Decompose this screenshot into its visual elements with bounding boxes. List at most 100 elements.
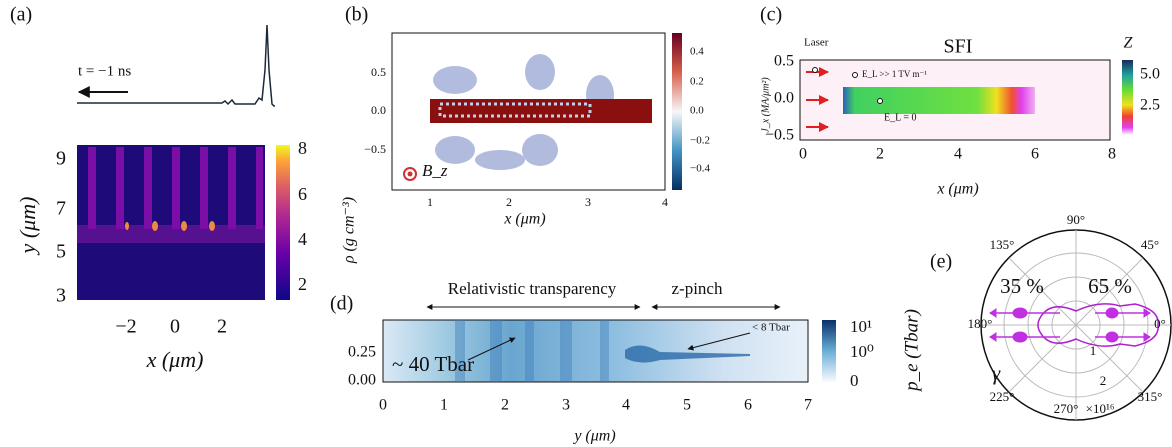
colorbar-tick-label: 5.0 [1140, 66, 1160, 83]
annotation-markers [812, 67, 883, 104]
species-label: γ [992, 361, 1001, 385]
radial-tick-label: 2 [1100, 373, 1107, 388]
x-tick-label: 0 [170, 316, 180, 338]
colorbar-label: ρ (g cm⁻³) [341, 197, 358, 264]
colorbar-tick-label: 0.2 [690, 76, 704, 88]
annotation: Laser [804, 37, 829, 49]
angle-label: 0° [1154, 316, 1166, 331]
colorbar [672, 33, 682, 190]
panel-label: (c) [760, 4, 782, 26]
x-tick-label: 0 [379, 397, 387, 414]
y-tick-label: 0.25 [348, 344, 376, 361]
angle-label: 180° [968, 316, 993, 331]
x-tick-label: 2 [506, 195, 512, 209]
annotation: E_L >> 1 TV m⁻¹ [862, 69, 927, 79]
colorbar-tick-label: 0 [850, 371, 859, 390]
colorbar [276, 145, 290, 300]
y-tick-label: 0.00 [348, 372, 376, 389]
colorbar-tick-label: −0.2 [690, 135, 710, 147]
panel-label: (a) [10, 4, 32, 26]
panel-a [77, 24, 290, 300]
x-tick-label: 6 [1031, 146, 1039, 163]
x-tick-label: 4 [622, 397, 630, 414]
y-tick-label: 7 [56, 198, 66, 220]
y-axis-label: y (μm) [15, 197, 40, 256]
panel-d [382, 304, 836, 383]
angle-label: 270° [1054, 401, 1079, 416]
x-tick-label: 4 [954, 146, 962, 163]
y-tick-label: 0.0 [371, 103, 386, 117]
x-axis-label: x (μm) [936, 181, 978, 198]
x-tick-label: 1 [440, 397, 448, 414]
colorbar-tick-label: 10¹ [850, 317, 872, 336]
y-tick-label: −0.5 [364, 142, 386, 156]
y-tick-label: 9 [56, 148, 66, 170]
radial-tick-label: 1 [1090, 343, 1097, 358]
fingers [88, 147, 263, 229]
pinch-column [625, 345, 750, 363]
x-axis-label: x (μm) [146, 347, 204, 372]
y-axis-label: J_x (MA/μm²) [760, 77, 771, 133]
colorbar-label: p_e (Tbar) [901, 309, 922, 393]
y-tick-label: −0.5 [765, 127, 794, 144]
fraction-label: 35 % [1000, 274, 1044, 298]
x-tick-label: 5 [683, 397, 691, 414]
colorbar-tick-label: 2.5 [1140, 97, 1160, 114]
region-label: z-pinch [672, 279, 723, 298]
colorbar-tick-label: 8 [298, 138, 307, 158]
colorbar-title: Z [1124, 35, 1134, 52]
angle-label: 90° [1067, 212, 1085, 227]
colorbar-tick-label: 0.4 [690, 46, 704, 58]
colorbar-tick-label: 4 [298, 229, 307, 249]
x-tick-label: 2 [501, 397, 509, 414]
bz-symbol [403, 167, 417, 181]
angle-label: 225° [990, 389, 1015, 404]
panel-label: (d) [330, 293, 353, 315]
panel-e [980, 229, 1172, 421]
angle-label: 315° [1138, 389, 1163, 404]
colorbar-tick-label: 10⁰ [850, 342, 874, 361]
pressure-map [382, 319, 809, 383]
angle-label: 135° [990, 237, 1015, 252]
panel-c [799, 59, 1133, 141]
x-tick-label: −2 [115, 316, 136, 338]
colorbar-tick-label: −0.4 [690, 163, 710, 175]
x-tick-label: 3 [585, 195, 591, 209]
colorbar-tick-label: 6 [298, 184, 307, 204]
colorbar-tick-label: 0.0 [690, 105, 704, 117]
density-band [77, 225, 265, 243]
y-tick-label: 3 [56, 285, 66, 307]
ionization-map [843, 87, 1035, 114]
y-tick-label: 0.5 [371, 65, 386, 79]
colorbar [822, 320, 836, 382]
annotation: < 8 Tbar [752, 322, 790, 334]
x-tick-label: 8 [1108, 146, 1116, 163]
y-tick-label: 5 [56, 241, 66, 263]
finger-tips [125, 221, 215, 231]
x-axis-label: y (μm) [572, 428, 615, 445]
y-tick-label: 0.0 [774, 90, 794, 107]
annotation: B_z [422, 161, 448, 180]
colorbar-tick-label: 2 [298, 274, 307, 294]
colorbar [1122, 60, 1133, 135]
density-map [77, 145, 265, 300]
electron-lobe [1037, 303, 1159, 347]
x-tick-label: 1 [427, 195, 433, 209]
profile-line [77, 24, 275, 107]
pressure-stripes [455, 320, 609, 382]
panel-b [391, 32, 682, 191]
y-tick-label: 0.5 [774, 53, 794, 70]
x-tick-label: 2 [876, 146, 884, 163]
x-tick-label: 7 [804, 397, 812, 414]
x-tick-label: 3 [562, 397, 570, 414]
x-axis-label: x (μm) [503, 211, 545, 228]
photon-lobes [989, 307, 1151, 343]
panel-label: (e) [930, 251, 952, 273]
x-tick-label: 4 [662, 195, 668, 209]
x-tick-label: 6 [744, 397, 752, 414]
polar-grid [981, 230, 1171, 420]
region-label: Relativistic transparency [448, 279, 617, 298]
annotation: ~ 40 Tbar [392, 352, 474, 376]
scale-note: ×10¹⁶ [1086, 401, 1115, 416]
